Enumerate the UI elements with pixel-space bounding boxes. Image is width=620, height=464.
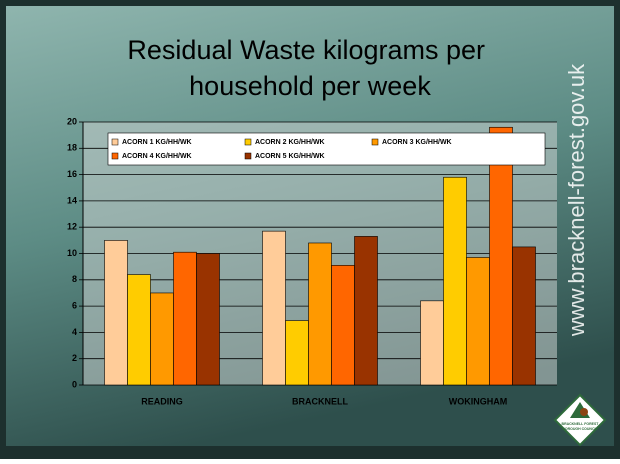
x-tick-label: BRACKNELL	[292, 396, 348, 406]
bar	[443, 176, 467, 386]
y-tick-label: 10	[67, 248, 77, 258]
legend-label: ACORN 4 KG/HH/WK	[122, 153, 192, 160]
legend-swatch	[111, 152, 119, 160]
y-tick-label: 8	[72, 274, 77, 284]
legend-label: ACORN 3 KG/HH/WK	[382, 139, 452, 146]
legend	[107, 132, 546, 166]
bar	[331, 265, 355, 386]
bar	[354, 236, 378, 386]
y-tick-label: 16	[67, 169, 77, 179]
logo-text: BRACKNELL FOREST	[562, 422, 600, 426]
logo: BRACKNELL FOREST BOROUGH COUNCIL	[553, 393, 607, 447]
y-tick-label: 0	[72, 379, 77, 389]
logo-diamond	[553, 393, 607, 447]
x-tick-label: WOKINGHAM	[449, 396, 508, 406]
legend-swatch	[244, 152, 252, 160]
bar	[150, 292, 174, 386]
bar	[512, 246, 536, 386]
chart-title: Residual Waste kilograms per household p…	[127, 35, 492, 101]
legend-swatch	[111, 138, 119, 146]
bar	[262, 230, 286, 386]
legend-label: ACORN 1 KG/HH/WK	[122, 139, 192, 146]
legend-swatch	[371, 138, 379, 146]
website: www.bracknell-forest.gov.uk	[564, 63, 589, 337]
title-line: household per week	[189, 71, 431, 101]
bar	[308, 242, 332, 386]
y-tick-label: 12	[67, 222, 77, 232]
y-tick-label: 14	[67, 195, 77, 205]
bar	[285, 320, 309, 386]
logo-text: BOROUGH COUNCIL	[562, 427, 598, 431]
title-line: Residual Waste kilograms per	[127, 35, 485, 65]
bar	[104, 240, 128, 386]
bar	[196, 253, 220, 386]
y-tick-label: 6	[72, 300, 77, 310]
legend-label: ACORN 2 KG/HH/WK	[255, 139, 325, 146]
y-tick-label: 4	[72, 327, 77, 337]
bar	[420, 300, 444, 386]
y-tick-label: 18	[67, 143, 77, 153]
x-tick-label: READING	[141, 396, 183, 406]
logo-stag	[580, 408, 588, 416]
plot: 0 2 4 6 8 10 12 14 16 18 20 READING BRACKNELL WOKINGH…	[67, 116, 557, 406]
bar	[466, 257, 490, 386]
bar	[489, 126, 513, 386]
bar	[127, 274, 151, 386]
y-tick-label: 20	[67, 116, 77, 126]
legend-swatch	[244, 138, 252, 146]
bar	[173, 251, 197, 386]
legend-label: ACORN 5 KG/HH/WK	[255, 153, 325, 160]
y-tick-label: 2	[72, 353, 77, 363]
